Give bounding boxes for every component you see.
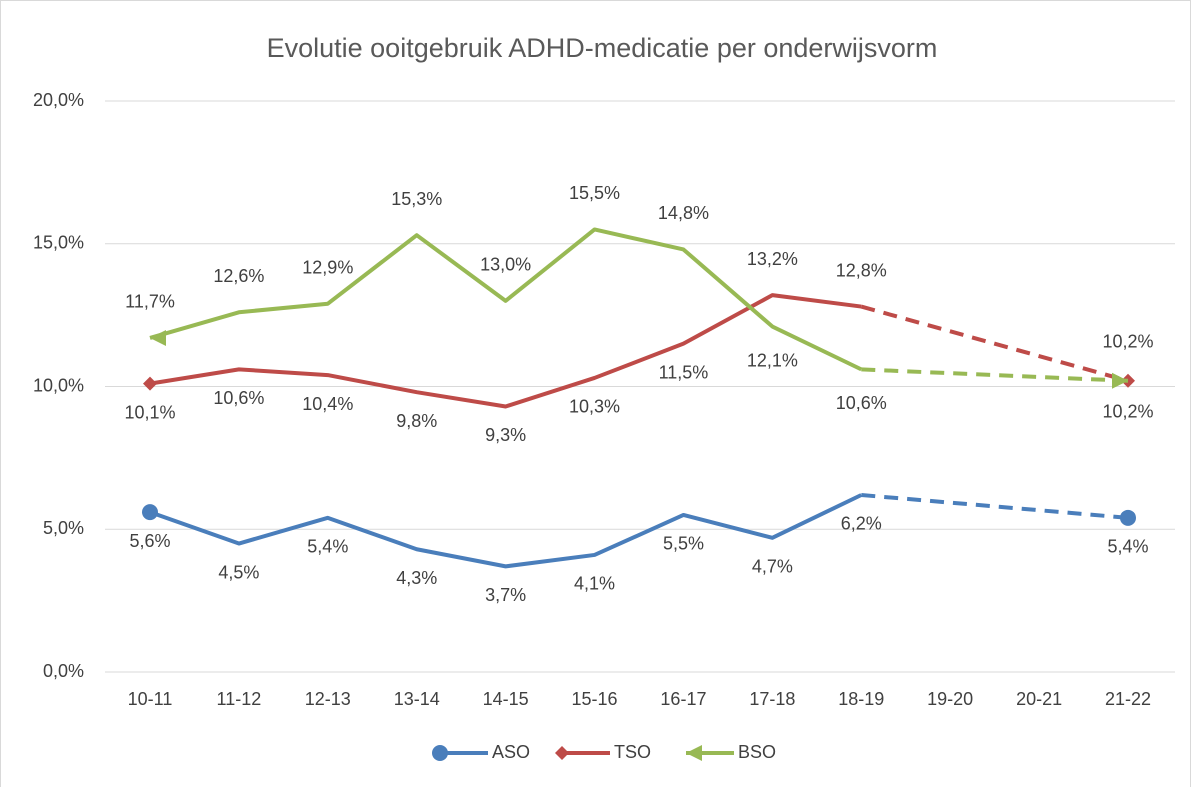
data-label: 6,2% [841,514,882,534]
data-label: 9,8% [396,411,437,431]
x-tick-label: 19-20 [927,689,973,709]
marker [1120,509,1136,526]
data-label: 12,9% [302,257,353,277]
marker [143,376,157,391]
legend-label: TSO [614,742,651,762]
marker [432,745,448,761]
data-label: 4,5% [218,562,259,582]
x-tick-label: 20-21 [1016,689,1062,709]
series-line [150,229,1128,380]
data-label: 3,7% [485,585,526,605]
line-gap-connector [860,304,1129,383]
data-label: 4,3% [396,568,437,588]
data-label: 10,1% [124,402,175,422]
x-tick-label: 17-18 [749,689,795,709]
y-tick-label: 10,0% [33,375,84,395]
legend-label: ASO [492,742,530,762]
series-line [150,295,1128,406]
y-tick-label: 5,0% [43,518,84,538]
marker [686,745,702,761]
x-tick-label: 15-16 [572,689,618,709]
data-label: 10,3% [569,397,620,417]
data-label: 11,5% [659,362,709,382]
marker [1112,372,1128,389]
data-label: 10,6% [213,388,264,408]
data-label: 10,2% [1102,332,1153,352]
y-tick-label: 15,0% [33,233,84,253]
marker [150,329,166,346]
x-tick-label: 12-13 [305,689,351,709]
data-label: 4,7% [752,557,793,577]
data-label: 15,5% [569,183,620,203]
y-tick-label: 0,0% [43,661,84,681]
data-label: 15,3% [391,189,442,209]
x-tick-label: 18-19 [838,689,884,709]
data-label: 10,4% [302,394,353,414]
data-label: 11,7% [125,292,175,312]
x-tick-label: 16-17 [660,689,706,709]
data-label: 13,2% [747,249,798,269]
marker [555,746,569,760]
data-label: 12,6% [213,266,264,286]
data-label: 10,6% [836,393,887,413]
x-tick-label: 10-11 [128,689,173,709]
legend-label: BSO [738,742,776,762]
data-label: 5,5% [663,534,704,554]
y-tick-label: 20,0% [33,90,84,110]
data-label: 14,8% [658,203,709,223]
data-label: 9,3% [485,425,526,445]
data-label: 5,4% [1107,537,1148,557]
data-label: 12,1% [747,350,798,370]
data-label: 5,6% [129,531,170,551]
data-label: 10,2% [1102,402,1153,422]
chart-title: Evolutie ooitgebruik ADHD-medicatie per … [267,33,938,63]
x-tick-label: 11-12 [217,689,262,709]
marker [142,504,158,521]
data-label: 4,1% [574,574,615,594]
x-tick-label: 14-15 [483,689,529,709]
x-tick-label: 21-22 [1105,689,1151,709]
data-label: 13,0% [480,255,531,275]
x-tick-label: 13-14 [394,689,440,709]
data-label: 5,4% [307,537,348,557]
data-label: 12,8% [836,260,887,280]
line-gap-connector [861,492,1129,520]
